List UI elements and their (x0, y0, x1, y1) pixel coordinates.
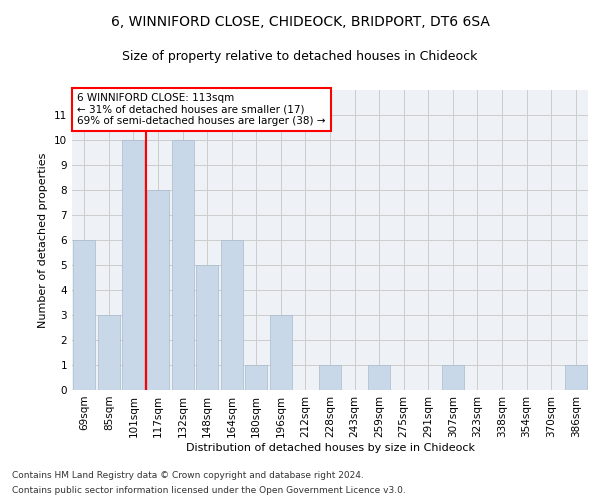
Bar (245, 365, 268, 390)
Bar (122, 140, 145, 390)
Bar (147, 190, 169, 390)
Text: 6 WINNIFORD CLOSE: 113sqm
← 31% of detached houses are smaller (17)
69% of semi-: 6 WINNIFORD CLOSE: 113sqm ← 31% of detac… (77, 93, 326, 126)
Text: Size of property relative to detached houses in Chideock: Size of property relative to detached ho… (122, 50, 478, 63)
Text: Contains HM Land Registry data © Crown copyright and database right 2024.: Contains HM Land Registry data © Crown c… (12, 471, 364, 480)
Bar (221, 240, 243, 390)
Bar (442, 365, 464, 390)
Y-axis label: Number of detached properties: Number of detached properties (38, 152, 49, 328)
Bar (172, 140, 194, 390)
Text: Contains public sector information licensed under the Open Government Licence v3: Contains public sector information licen… (12, 486, 406, 495)
Bar (98, 315, 120, 390)
Bar (196, 265, 218, 390)
X-axis label: Distribution of detached houses by size in Chideock: Distribution of detached houses by size … (185, 442, 475, 452)
Bar (565, 365, 587, 390)
Bar (368, 365, 390, 390)
Text: 6, WINNIFORD CLOSE, CHIDEOCK, BRIDPORT, DT6 6SA: 6, WINNIFORD CLOSE, CHIDEOCK, BRIDPORT, … (110, 15, 490, 29)
Bar (319, 365, 341, 390)
Bar (270, 315, 292, 390)
Bar (73, 240, 95, 390)
